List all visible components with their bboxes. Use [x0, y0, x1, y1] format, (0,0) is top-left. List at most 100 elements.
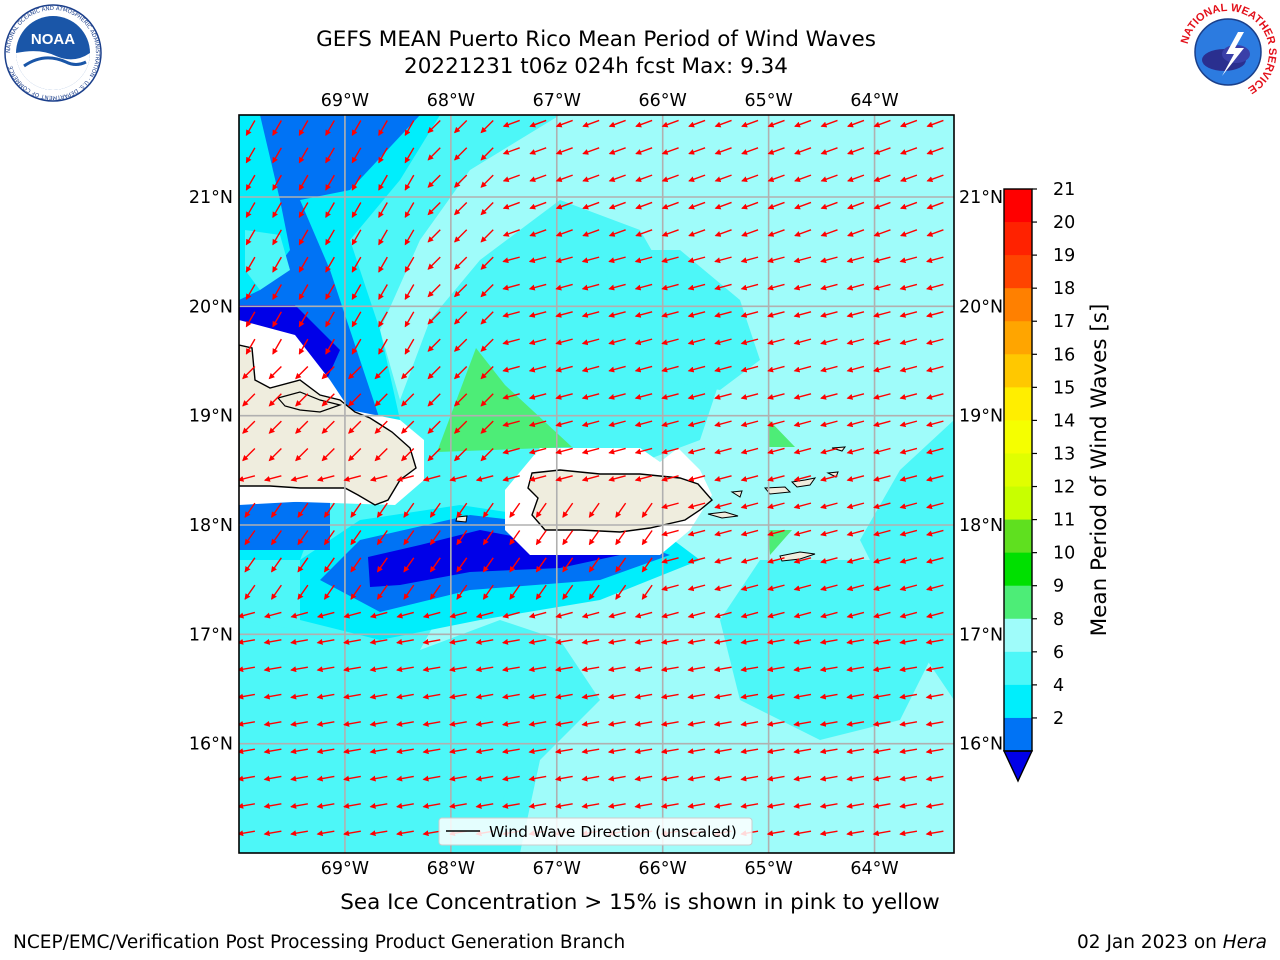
wave-arrow-268 [899, 365, 918, 373]
wave-arrow-64 [502, 174, 520, 183]
wave-arrow-466 [429, 584, 441, 600]
wave-arrow-29 [298, 147, 309, 164]
wave-arrow-256 [581, 365, 600, 373]
wave-arrow-151 [661, 256, 679, 264]
wave-arrow-140 [378, 256, 388, 273]
wave-arrow-675 [239, 802, 256, 809]
wave-arrow-202 [581, 311, 600, 318]
wave-arrow-278 [454, 393, 468, 407]
wave-arrow-23 [847, 119, 865, 128]
wave-arrow-688 [581, 802, 600, 809]
wave-arrow-76 [820, 174, 838, 183]
colorbar-frame [1003, 188, 1033, 752]
wave-arrow-495 [475, 611, 494, 619]
wave-arrow-307 [502, 420, 520, 428]
wave-arrow-681 [396, 802, 414, 809]
wave-arrow-511 [899, 611, 918, 619]
land-culebra [730, 490, 743, 498]
wave-arrow-166 [351, 284, 362, 301]
wave-arrow-484 [899, 584, 918, 592]
wave-arrow-301 [348, 420, 362, 434]
wave-arrow-549 [475, 666, 494, 673]
wave-arrow-319 [820, 420, 838, 428]
wave-arrow-108 [245, 229, 256, 246]
wave-arrow-163 [272, 284, 282, 301]
wave-arrow-147 [555, 256, 573, 264]
wave-arrow-57 [325, 174, 335, 191]
wave-arrow-522 [475, 638, 494, 645]
wave-arrow-192 [325, 311, 335, 328]
wave-arrow-458 [926, 557, 944, 564]
wave-arrow-298 [268, 420, 282, 434]
wave-arrow-296 [926, 393, 944, 400]
colorbar-segment-7 [1004, 420, 1032, 454]
wave-arrow-229 [581, 338, 600, 346]
wave-arrow-728 [925, 830, 944, 837]
wave-arrow-635 [607, 748, 626, 755]
wave-arrow-128 [767, 229, 785, 237]
wave-arrow-351 [239, 475, 256, 482]
wave-arrow-182 [767, 283, 785, 291]
colorbar-segment-10 [1004, 519, 1032, 554]
wave-arrow-175 [581, 283, 600, 291]
wave-arrow-269 [926, 365, 944, 373]
wave-arrow-472 [588, 584, 600, 600]
wave-arrow-724 [819, 830, 838, 837]
wave-arrow-426 [793, 529, 812, 537]
wave-arrow-115 [427, 229, 441, 243]
wave-arrow-644 [846, 748, 865, 755]
lon-tick-top-2: 67°W [533, 91, 581, 111]
wave-arrow-22 [820, 119, 838, 128]
lon-tick-bottom-5: 64°W [850, 859, 898, 879]
wave-arrow-452 [767, 557, 785, 564]
wave-arrow-372 [793, 475, 812, 482]
wave-arrow-69 [635, 174, 653, 183]
colorbar-tick-label-13: 8 [1053, 610, 1064, 630]
wave-arrow-514 [263, 638, 282, 645]
wave-arrow-308 [528, 420, 547, 428]
map-subtitle: 20221231 t06z 024h fcst Max: 9.34 [404, 54, 788, 79]
wave-arrow-316 [740, 420, 759, 428]
wave-arrow-210 [793, 311, 812, 318]
wave-arrow-622 [263, 748, 282, 755]
wave-arrow-11 [529, 119, 547, 128]
wave-arrow-234 [714, 338, 732, 346]
wave-arrow-578 [528, 693, 547, 700]
land-anegada [831, 446, 847, 452]
wave-arrow-671 [846, 775, 865, 782]
wave-arrow-392 [615, 502, 627, 518]
wave-arrow-150 [634, 256, 653, 264]
wave-arrow-534 [793, 638, 812, 645]
wave-arrow-312 [634, 420, 653, 428]
field-region-9-10s-a [437, 348, 572, 452]
wave-arrow-106 [900, 201, 918, 210]
wave-arrow-523 [501, 638, 520, 645]
wave-arrow-46 [741, 147, 759, 155]
colorbar-segment-8 [1004, 453, 1032, 488]
wave-arrow-0 [245, 120, 256, 137]
wave-arrow-449 [687, 557, 706, 564]
wave-arrow-40 [582, 147, 600, 155]
colorbar-segment-16 [1004, 717, 1032, 752]
colorbar-segment-14 [1004, 651, 1032, 686]
wave-arrow-100 [741, 201, 759, 210]
colorbar-segment-5 [1004, 354, 1032, 388]
colorbar-tick-label-0: 21 [1053, 180, 1075, 200]
wave-arrow-164 [298, 284, 309, 301]
wave-arrow-456 [873, 557, 891, 564]
colorbar-tick-label-9: 12 [1053, 478, 1075, 498]
wave-arrow-8 [454, 119, 468, 134]
wave-arrow-683 [449, 802, 467, 809]
wave-arrow-260 [687, 365, 706, 373]
wave-arrow-535 [819, 638, 838, 645]
wave-arrow-5 [378, 120, 388, 137]
wave-arrow-442 [509, 557, 521, 573]
wave-arrow-665 [687, 775, 706, 782]
wave-arrow-648 [239, 775, 256, 782]
map-frame [238, 114, 955, 854]
wave-arrow-110 [298, 229, 309, 246]
wave-arrow-105 [873, 201, 891, 210]
wave-arrow-320 [846, 420, 865, 428]
land-hispaniola [239, 344, 417, 506]
wave-arrow-177 [634, 283, 653, 291]
